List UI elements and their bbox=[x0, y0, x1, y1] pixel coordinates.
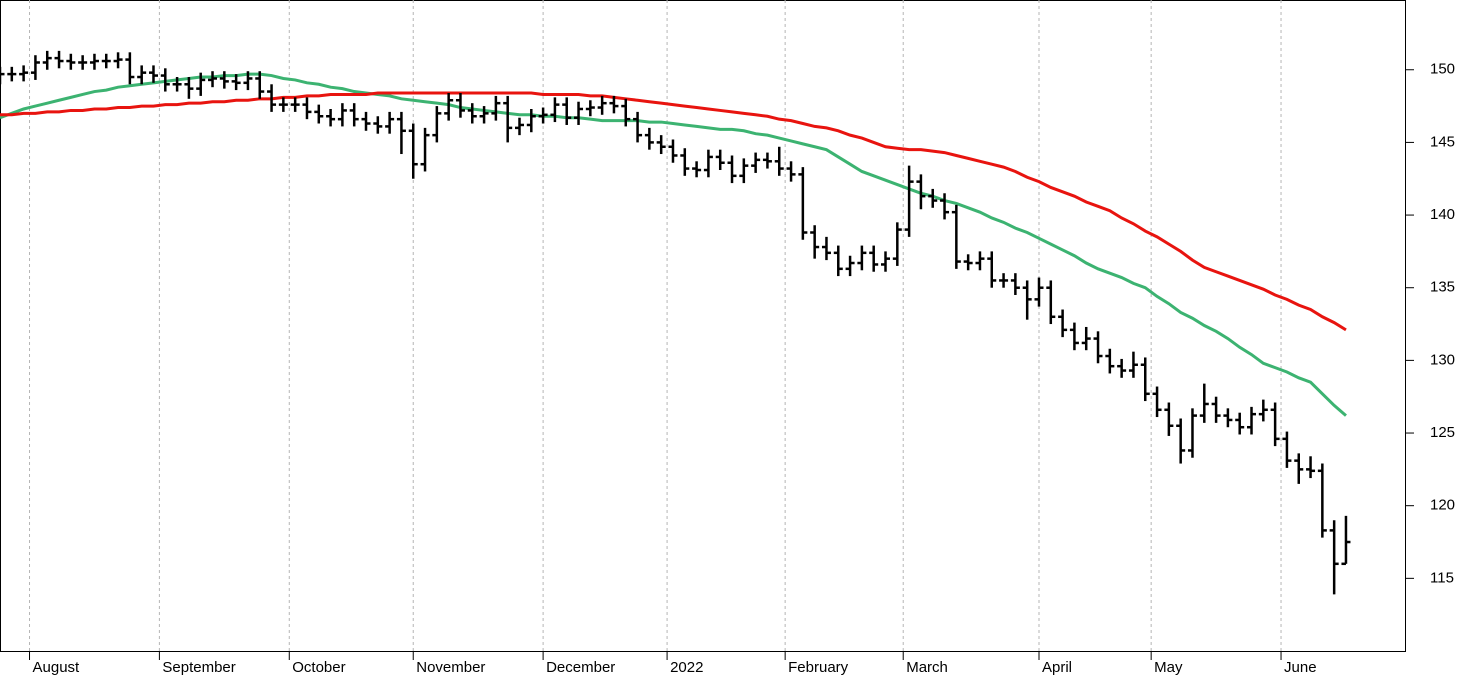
y-tick-label: 115 bbox=[1430, 569, 1454, 586]
x-tick-label: September bbox=[162, 659, 235, 676]
y-tick-label: 125 bbox=[1430, 424, 1455, 441]
y-tick-label: 135 bbox=[1430, 279, 1455, 296]
x-tick-label: June bbox=[1284, 659, 1317, 676]
x-tick-label: February bbox=[788, 659, 849, 676]
y-tick-label: 130 bbox=[1430, 351, 1455, 368]
x-tick-label: May bbox=[1154, 659, 1183, 676]
x-tick-label: December bbox=[546, 659, 615, 676]
y-tick-label: 145 bbox=[1430, 133, 1455, 150]
x-tick-label: 2022 bbox=[670, 659, 703, 676]
moving-average-line bbox=[0, 91, 1347, 332]
x-tick-label: August bbox=[33, 659, 81, 676]
plot-frame bbox=[0, 0, 1406, 652]
x-tick-label: October bbox=[292, 659, 345, 676]
x-tick-label: November bbox=[416, 659, 485, 676]
x-tick-label: March bbox=[906, 659, 948, 676]
y-tick-label: 120 bbox=[1430, 497, 1455, 514]
x-tick-label: April bbox=[1042, 659, 1072, 676]
y-tick-label: 150 bbox=[1430, 61, 1455, 78]
y-tick-label: 140 bbox=[1430, 206, 1455, 223]
